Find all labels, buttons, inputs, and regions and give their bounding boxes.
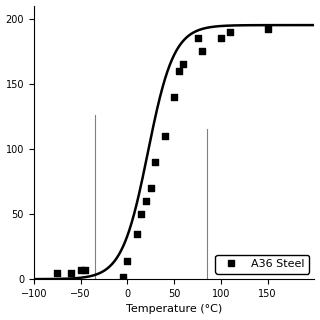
Point: [83, 268, 88, 273]
Point: [78, 268, 83, 273]
Point: [228, 29, 233, 34]
Point: [153, 159, 158, 164]
Point: [69, 270, 74, 275]
Point: [195, 36, 200, 41]
Point: [148, 185, 153, 190]
Point: [139, 212, 144, 217]
X-axis label: Temperature (°C): Temperature (°C): [126, 304, 222, 315]
Point: [162, 133, 167, 139]
Point: [181, 62, 186, 67]
Point: [176, 68, 181, 73]
Point: [218, 36, 223, 41]
Legend: A36 Steel: A36 Steel: [215, 255, 309, 274]
Point: [172, 94, 177, 99]
Point: [143, 198, 148, 204]
Point: [120, 274, 125, 279]
Point: [125, 258, 130, 263]
Point: [265, 27, 270, 32]
Point: [134, 231, 139, 236]
Point: [200, 49, 205, 54]
Point: [55, 270, 60, 275]
